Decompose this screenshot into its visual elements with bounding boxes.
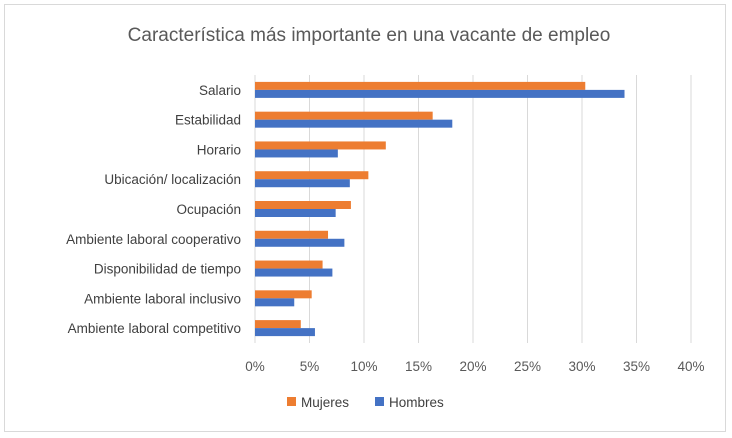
bar-mujeres <box>255 260 323 269</box>
x-tick-label: 20% <box>459 359 486 374</box>
bar-hombres <box>255 328 315 337</box>
x-tick-label: 10% <box>350 359 377 374</box>
chart-frame: Característica más importante en una vac… <box>4 4 726 432</box>
x-tick-label: 30% <box>568 359 595 374</box>
bar-hombres <box>255 89 625 98</box>
bar-hombres <box>255 209 336 217</box>
legend-label-mujeres: Mujeres <box>301 395 349 410</box>
x-tick-label: 35% <box>623 359 650 374</box>
bar-hombres <box>255 268 333 277</box>
bar-mujeres <box>255 230 329 239</box>
bar-mujeres <box>255 81 586 90</box>
bar-mujeres <box>255 290 312 299</box>
legend-swatch-mujeres <box>287 397 296 406</box>
category-labels: Salario Estabilidad Horario Ubicación/ loca… <box>66 83 241 336</box>
category-label: Ubicación/ localización <box>104 172 241 187</box>
x-tick-label: 40% <box>677 359 704 374</box>
x-tick-label: 15% <box>405 359 432 374</box>
legend-label-hombres: Hombres <box>389 395 444 410</box>
bar-mujeres <box>255 141 386 150</box>
x-tick-label: 5% <box>300 359 320 374</box>
category-label: Ambiente laboral cooperativo <box>66 232 241 247</box>
category-label: Horario <box>197 142 241 157</box>
chart-title: Característica más importante en una vac… <box>128 25 611 46</box>
bar-mujeres <box>255 171 369 180</box>
x-tick-label: 25% <box>514 359 541 374</box>
legend-swatch-hombres <box>375 397 384 406</box>
bar-hombres <box>255 179 350 188</box>
bar-mujeres <box>255 320 301 329</box>
category-label: Disponibilidad de tiempo <box>94 262 241 277</box>
category-label: Ambiente laboral inclusivo <box>84 291 241 306</box>
x-tick-label: 0% <box>245 359 265 374</box>
category-label: Salario <box>199 83 241 98</box>
bar-hombres <box>255 238 345 247</box>
bar-hombres <box>255 298 295 307</box>
bar-mujeres <box>255 201 351 209</box>
bar-chart: Característica más importante en una vac… <box>66 25 704 410</box>
bar-mujeres <box>255 111 433 120</box>
bar-hombres <box>255 149 338 158</box>
bar-hombres <box>255 119 453 128</box>
bars <box>255 81 625 337</box>
category-label: Ocupación <box>176 202 241 217</box>
category-label: Estabilidad <box>175 113 241 128</box>
category-label: Ambiente laboral competitivo <box>68 321 241 336</box>
legend: Mujeres Hombres <box>287 395 444 410</box>
x-tick-labels: 0% 5% 10% 15% 20% 25% 30% 35% 40% <box>245 359 704 374</box>
